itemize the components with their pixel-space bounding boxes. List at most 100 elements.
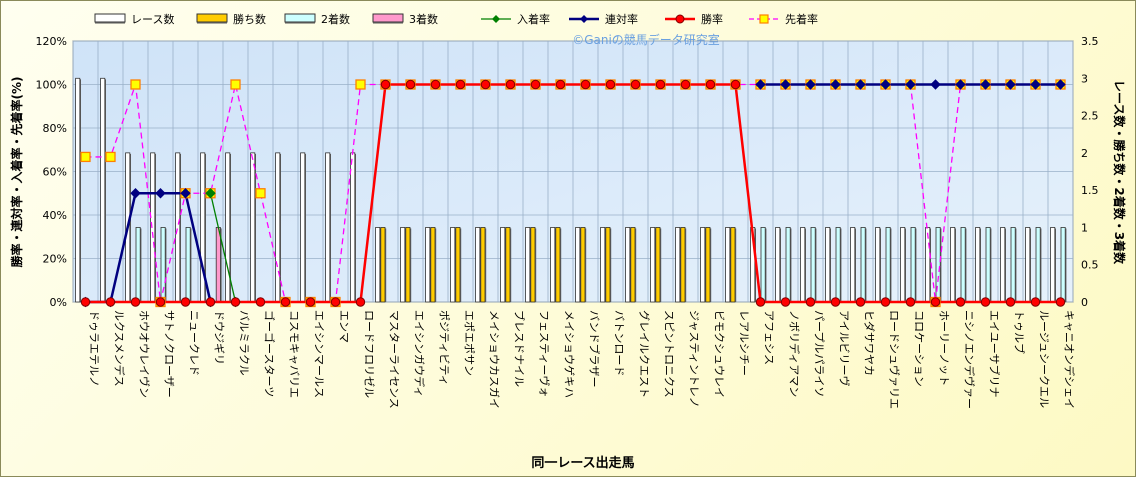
legend-swatch — [196, 13, 228, 23]
bar-shadow — [560, 228, 562, 302]
bar — [175, 152, 181, 303]
legend-item: 先着率 — [749, 12, 818, 26]
x-tick-label: メイショウゲキハ — [563, 310, 576, 398]
legend-marker — [580, 15, 588, 23]
bar — [680, 227, 686, 303]
x-tick-label: ヒダサワヤカ — [863, 310, 877, 376]
data-point — [80, 297, 91, 307]
bar-shadow — [229, 153, 231, 302]
data-point — [1030, 297, 1041, 307]
bar — [500, 227, 506, 303]
x-tick-label: バトンロード — [613, 310, 626, 376]
bar — [425, 227, 431, 303]
x-tick-label: スピントロニクス — [663, 310, 676, 398]
bar — [875, 227, 881, 303]
bar-shadow — [460, 228, 462, 302]
bar-shadow — [1054, 228, 1056, 302]
data-point — [680, 79, 691, 90]
data-point — [305, 297, 316, 307]
data-point — [830, 79, 841, 90]
series-markers — [80, 79, 1066, 308]
x-tick-label: ゴーゴースターツ — [263, 310, 277, 397]
legend-marker — [759, 14, 769, 24]
data-point — [280, 297, 291, 307]
x-tick-label: フェスティーヴォ — [538, 310, 552, 397]
bar — [185, 227, 191, 303]
data-point — [780, 79, 791, 90]
data-point — [930, 79, 941, 90]
data-point — [805, 79, 816, 90]
legend-label: 2着数 — [321, 12, 350, 26]
bar-shadow — [140, 228, 142, 302]
bar-shadow — [804, 228, 806, 302]
x-tick-label: ロードフロリゼル — [363, 310, 376, 398]
x-tick-label: コスモキャバリエ — [288, 310, 301, 398]
legend-label: 入着率 — [517, 12, 550, 26]
legend-label: 3着数 — [409, 12, 438, 26]
data-point — [1005, 79, 1016, 90]
y-axis-right-label: レース数・勝ち数・2着数・3着数 — [1112, 80, 1127, 265]
bar-shadow — [79, 79, 81, 303]
bar — [975, 227, 981, 303]
bar-shadow — [1029, 228, 1031, 302]
data-point — [205, 297, 216, 307]
bar — [630, 227, 636, 303]
data-point — [630, 79, 641, 90]
bar-shadow — [790, 228, 792, 302]
data-point — [130, 297, 141, 307]
x-tick-label: ビモクシュウレイ — [713, 310, 726, 398]
data-point — [230, 297, 241, 307]
y-tick-label-left: 0% — [50, 296, 67, 309]
x-tick-label: エイユーサブリナ — [988, 310, 1002, 398]
data-point — [380, 79, 391, 90]
x-axis-label: 同一レース出走馬 — [531, 455, 634, 471]
bar — [985, 227, 991, 303]
legend-marker — [492, 15, 500, 23]
bar-shadow — [510, 228, 512, 302]
bar — [775, 227, 781, 303]
bar-shadow — [179, 153, 181, 302]
bar — [455, 227, 461, 303]
x-axis-ticks: ドゥラエテルノ ルクスメンデス ホウオウレイヴン サトノクローザー ニュークレド ドウジギ… — [88, 310, 1077, 409]
bar — [800, 227, 806, 303]
bar-shadow — [840, 228, 842, 302]
data-point — [730, 79, 741, 90]
data-point — [755, 79, 766, 90]
bar-shadow — [735, 228, 737, 302]
bar — [900, 227, 906, 303]
legend-item: 2着数 — [284, 12, 350, 26]
bar-shadow — [410, 228, 412, 302]
x-tick-label: ニシノエンデヴァー — [963, 310, 977, 409]
bar-shadow — [154, 153, 156, 302]
bar — [380, 227, 386, 303]
bar-shadow — [354, 153, 356, 302]
data-point — [255, 188, 266, 199]
data-point — [505, 79, 516, 90]
bar-shadow — [1004, 228, 1006, 302]
bar — [785, 227, 791, 303]
data-point — [705, 79, 716, 90]
bar — [1025, 227, 1031, 303]
bar — [605, 227, 611, 303]
data-point — [880, 79, 891, 90]
x-tick-label: サトノクローザー — [163, 310, 176, 398]
bar — [480, 227, 486, 303]
data-point — [130, 188, 141, 199]
bar-shadow — [129, 153, 131, 302]
x-tick-label: ホウオウレイヴン — [138, 310, 152, 398]
bar — [325, 152, 331, 303]
bar-shadow — [1015, 228, 1017, 302]
data-point — [955, 297, 966, 307]
data-point — [130, 79, 141, 90]
data-point — [805, 297, 816, 307]
x-tick-label: レアルシチー — [738, 310, 751, 376]
bar-shadow — [635, 228, 637, 302]
y-tick-label-right: 3 — [1081, 72, 1088, 85]
y-tick-label-left: 100% — [36, 79, 67, 92]
data-point — [780, 297, 791, 307]
x-tick-label: キャニオンデシェイ — [1063, 310, 1077, 409]
data-point — [405, 79, 416, 90]
legend-swatch-shadow — [285, 22, 315, 24]
data-point — [905, 79, 916, 90]
